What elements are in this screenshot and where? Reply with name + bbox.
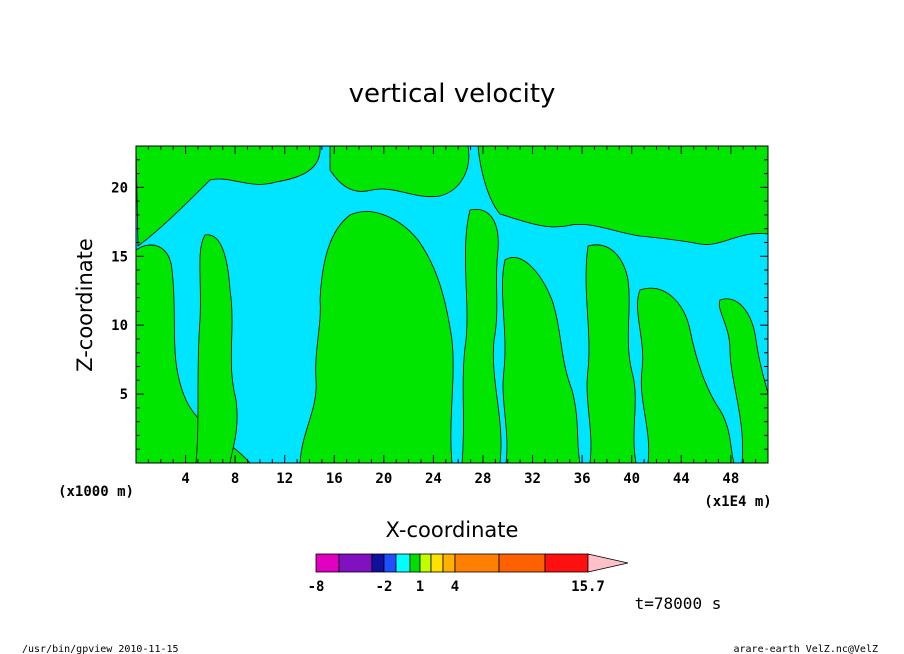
colorbar-segment xyxy=(498,553,546,573)
colorbar-tick-label: 1 xyxy=(416,579,424,595)
positive-region-3 xyxy=(195,234,238,463)
footer-right: arare-earth_VelZ.nc@VelZ xyxy=(734,644,879,654)
colorbar-tick-label: -2 xyxy=(376,579,393,595)
colorbar-segment xyxy=(315,553,340,573)
colorbar-segment xyxy=(544,553,589,573)
y-tick-label: 10 xyxy=(111,318,128,334)
colorbar-tick-label: 15.7 xyxy=(571,579,605,595)
colorbar-segment xyxy=(371,553,385,573)
footer-left: /usr/bin/gpview 2010-11-15 xyxy=(22,644,179,654)
x-axis-label: X-coordinate xyxy=(386,518,519,542)
positive-region-5 xyxy=(329,146,470,198)
x-tick-label: 12 xyxy=(276,471,293,487)
positive-region-1 xyxy=(136,146,321,247)
x-tick-label: 24 xyxy=(425,471,442,487)
y-tick-label: 20 xyxy=(111,180,128,196)
colorbar-segment xyxy=(430,553,444,573)
x-tick-label: 16 xyxy=(326,471,343,487)
colorbar-segment xyxy=(442,553,456,573)
chart-title: vertical velocity xyxy=(349,79,556,109)
colorbar-segment xyxy=(454,553,500,573)
x-tick-label: 32 xyxy=(524,471,541,487)
colorbar-segment xyxy=(395,553,411,573)
x-axis: 4 8 12 16 20 24 28 32 36 40 44 48 xyxy=(147,146,757,487)
positive-region-8 xyxy=(477,146,768,245)
colorbar-segment xyxy=(409,553,421,573)
contour-fill-regions xyxy=(136,146,768,463)
y-tick-label: 15 xyxy=(111,249,128,265)
positive-region-6 xyxy=(461,208,502,463)
x-tick-label: 48 xyxy=(722,471,739,487)
time-annotation: t=78000 s xyxy=(635,594,722,613)
y-axis-label: Z-coordinate xyxy=(73,238,97,372)
x-tick-label: 40 xyxy=(623,471,640,487)
x-tick-label: 8 xyxy=(231,471,239,487)
colorbar-segment xyxy=(383,553,397,573)
x-tick-label: 20 xyxy=(375,471,392,487)
x-unit-left: (x1000 m) xyxy=(58,484,134,500)
colorbar-tick-label: 4 xyxy=(451,579,459,595)
x-tick-label: 36 xyxy=(574,471,591,487)
positive-region-4 xyxy=(299,211,454,463)
x-tick-label: 4 xyxy=(181,471,189,487)
colorbar: -8 -2 1 4 15.7 xyxy=(308,553,629,595)
positive-region-7 xyxy=(502,257,581,463)
y-axis: 5 10 15 20 xyxy=(111,159,768,450)
y-tick-label: 5 xyxy=(120,387,128,403)
x-tick-label: 28 xyxy=(475,471,492,487)
plot-frame xyxy=(135,145,769,464)
x-tick-label: 44 xyxy=(673,471,690,487)
colorbar-extend-arrow xyxy=(587,553,629,573)
colorbar-tick-label: -8 xyxy=(308,579,325,595)
colorbar-segment xyxy=(419,553,432,573)
x-unit-right: (x1E4 m) xyxy=(704,494,771,510)
colorbar-segment xyxy=(338,553,373,573)
positive-region-9 xyxy=(585,244,637,463)
positive-region-11 xyxy=(718,298,768,463)
positive-region-10 xyxy=(637,287,735,463)
